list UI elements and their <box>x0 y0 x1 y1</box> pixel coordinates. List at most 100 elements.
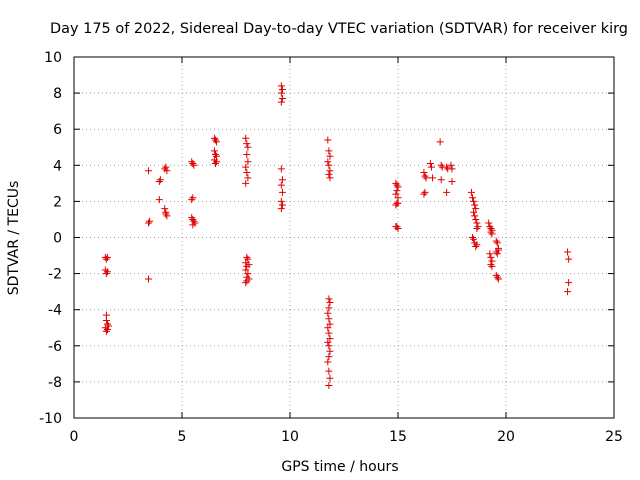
data-point <box>210 147 218 155</box>
data-point <box>436 138 444 146</box>
data-point <box>443 188 451 196</box>
data-point <box>102 327 110 335</box>
data-point <box>470 197 478 205</box>
data-point <box>422 174 430 182</box>
data-point <box>156 176 164 184</box>
data-point <box>325 382 333 390</box>
data-point <box>493 250 501 258</box>
data-point <box>427 163 435 171</box>
data-point <box>162 210 170 218</box>
data-point <box>325 342 333 350</box>
data-point <box>242 259 250 267</box>
data-point <box>325 353 333 361</box>
y-tick-label: 4 <box>53 158 62 174</box>
data-point <box>326 298 334 306</box>
data-point <box>244 174 252 182</box>
data-point <box>326 374 334 382</box>
data-point <box>393 187 401 195</box>
data-point <box>420 169 428 177</box>
x-tick-label: 0 <box>70 429 79 445</box>
data-point <box>244 143 252 151</box>
data-point <box>278 176 286 184</box>
y-tick-label: 0 <box>53 231 62 247</box>
data-point <box>487 253 495 261</box>
data-point <box>277 197 285 205</box>
data-point <box>243 253 251 261</box>
y-tick-label: 2 <box>53 194 62 210</box>
data-point <box>155 178 163 186</box>
data-point <box>211 136 219 144</box>
data-point <box>473 241 481 249</box>
data-point <box>146 217 154 225</box>
data-point <box>243 169 251 177</box>
data-point <box>102 270 110 278</box>
data-point <box>494 275 502 283</box>
data-point <box>469 234 477 241</box>
data-point <box>278 85 286 93</box>
x-tick-labels: 0 5 10 15 20 25 <box>70 429 623 445</box>
data-point <box>472 243 480 251</box>
data-point <box>244 270 252 278</box>
chart-title: Day 175 of 2022, Sidereal Day-to-day VTE… <box>50 21 628 37</box>
data-point <box>326 152 334 160</box>
data-point <box>467 188 475 196</box>
data-point <box>326 174 334 182</box>
data-point <box>277 82 285 90</box>
data-point <box>162 163 170 171</box>
data-point <box>189 221 197 229</box>
data-point <box>325 329 333 337</box>
data-point <box>324 358 332 366</box>
data-point <box>211 159 219 167</box>
data-point <box>145 275 153 283</box>
data-point <box>448 178 456 186</box>
data-points <box>101 82 573 390</box>
data-point <box>324 158 332 166</box>
x-tick-label: 15 <box>389 429 407 445</box>
data-point <box>326 347 334 355</box>
data-point <box>392 179 400 187</box>
data-point <box>190 217 198 225</box>
x-tick-label: 10 <box>281 429 299 445</box>
data-point <box>103 268 111 276</box>
data-point <box>277 98 285 106</box>
data-point <box>243 140 251 148</box>
data-point <box>145 219 153 227</box>
data-point <box>324 324 332 332</box>
data-point <box>163 212 171 220</box>
data-point <box>565 279 573 287</box>
y-tick-label: -10 <box>39 411 62 427</box>
data-point <box>326 335 334 343</box>
y-tick-label: 6 <box>53 122 62 138</box>
data-point <box>188 196 196 204</box>
data-point <box>155 196 163 204</box>
data-point <box>278 201 286 209</box>
data-point <box>394 183 402 191</box>
data-point <box>278 95 286 103</box>
data-point <box>429 174 437 182</box>
data-point <box>488 230 496 238</box>
data-point <box>564 288 572 296</box>
data-point <box>243 150 251 158</box>
data-point <box>277 181 285 189</box>
data-point <box>325 315 333 323</box>
x-tick-label: 20 <box>497 429 515 445</box>
y-tick-labels: -10 -8 -6 -4 -2 0 2 4 6 8 10 <box>39 50 62 427</box>
data-point <box>492 271 500 279</box>
data-point <box>492 237 500 245</box>
x-tick-label: 5 <box>178 429 187 445</box>
data-point <box>488 262 496 270</box>
data-point <box>245 261 253 269</box>
data-point <box>102 317 110 325</box>
data-point <box>242 163 250 171</box>
data-point <box>105 322 113 330</box>
data-point <box>471 212 479 220</box>
grid <box>74 57 614 418</box>
data-point <box>472 215 480 223</box>
data-point <box>564 248 572 256</box>
data-point <box>420 190 428 198</box>
data-point <box>471 201 479 209</box>
data-point <box>421 172 429 180</box>
data-point <box>392 190 400 198</box>
data-point <box>325 367 333 375</box>
data-point <box>485 219 493 227</box>
